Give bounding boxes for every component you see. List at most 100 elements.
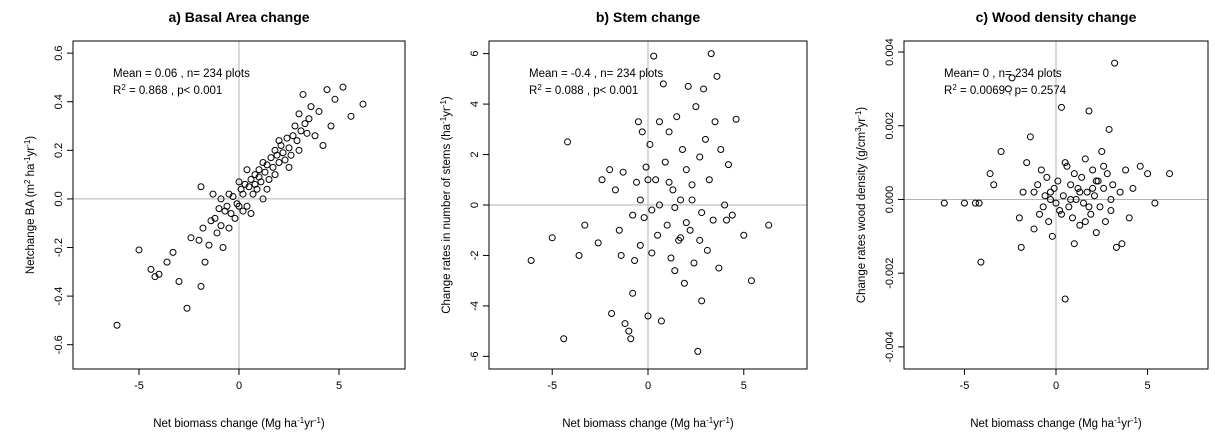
- stats-annotation-mean: Mean = -0.4 , n= 234 plots: [529, 68, 664, 80]
- data-point: [677, 196, 685, 204]
- stats-annotation-r2: R2 = 0.088 , p< 0.001: [529, 83, 638, 98]
- data-point: [247, 175, 255, 183]
- data-point: [684, 82, 692, 90]
- data-point: [359, 100, 367, 108]
- data-point: [671, 204, 679, 212]
- y-axis-label: Netchange BA (m2 ha-1yr-1): [23, 136, 38, 274]
- data-point: [548, 234, 556, 242]
- data-point: [303, 129, 311, 137]
- data-point: [217, 222, 225, 230]
- data-point: [1054, 177, 1062, 185]
- data-point: [113, 321, 121, 329]
- data-point: [295, 146, 303, 154]
- y-tick-label: -0.4: [53, 287, 65, 306]
- data-point: [997, 148, 1005, 156]
- data-point: [575, 251, 583, 259]
- data-point: [1067, 181, 1075, 189]
- data-point: [299, 90, 307, 98]
- data-point: [263, 161, 271, 169]
- data-point: [1107, 195, 1115, 203]
- data-point: [682, 166, 690, 174]
- data-point: [197, 183, 205, 191]
- y-tick-label: -0.6: [53, 335, 65, 354]
- data-point: [223, 202, 231, 210]
- data-point: [688, 181, 696, 189]
- data-point: [1089, 166, 1097, 174]
- data-point: [275, 158, 283, 166]
- stats-annotation-mean: Mean= 0 , n= 234 plots: [944, 68, 1062, 80]
- panel-c-wood-density: c) Wood density change -5 0 5 -0.004 -0.002 0.…: [854, 9, 1209, 430]
- panel-b-stem-change: b) Stem change -5 0 5 -6 -4 -2 0 2 4 6 Net biomass …: [439, 9, 808, 430]
- data-point: [1070, 170, 1078, 178]
- data-point: [301, 120, 309, 128]
- data-point: [1094, 177, 1102, 185]
- data-point: [1023, 159, 1031, 167]
- data-point: [1047, 195, 1055, 203]
- data-point: [1105, 125, 1113, 133]
- data-point: [646, 140, 654, 148]
- data-point: [235, 202, 243, 210]
- data-point: [715, 264, 723, 272]
- x-tick-label: -5: [134, 380, 144, 392]
- data-point: [227, 210, 235, 218]
- data-point: [259, 195, 267, 203]
- data-point: [608, 309, 616, 317]
- data-point: [680, 279, 688, 287]
- data-point: [293, 137, 301, 145]
- data-point: [315, 107, 323, 115]
- data-point: [219, 244, 227, 252]
- data-point: [692, 103, 700, 111]
- data-point: [1047, 188, 1055, 196]
- data-point: [1041, 192, 1049, 200]
- data-point: [1015, 214, 1023, 222]
- data-point: [323, 86, 331, 94]
- y-tick-label: -4: [469, 301, 481, 311]
- data-point: [1111, 59, 1119, 67]
- data-point: [598, 176, 606, 184]
- data-point: [135, 246, 143, 254]
- data-point: [311, 132, 319, 140]
- data-point: [990, 181, 998, 189]
- data-point: [986, 170, 994, 178]
- data-point: [701, 135, 709, 143]
- y-tick-label: 0.0: [53, 191, 65, 206]
- data-point: [347, 112, 355, 120]
- data-point: [650, 52, 658, 60]
- data-point: [633, 178, 641, 186]
- data-point: [1076, 221, 1084, 229]
- x-axis-label: Net biomass change (Mg ha-1yr-1): [153, 416, 325, 431]
- data-point: [1096, 203, 1104, 211]
- y-tick-label: -6: [469, 351, 481, 361]
- data-point: [1036, 210, 1044, 218]
- data-point: [1109, 181, 1117, 189]
- data-point: [636, 241, 644, 249]
- data-point: [696, 153, 704, 161]
- data-point: [606, 166, 614, 174]
- data-point: [257, 178, 265, 186]
- data-point: [629, 211, 637, 219]
- y-tick-label: 0.000: [884, 186, 896, 214]
- x-tick-label: 0: [645, 380, 651, 392]
- data-point: [638, 128, 646, 136]
- data-point: [231, 214, 239, 222]
- data-point: [621, 320, 629, 328]
- data-point: [1118, 240, 1126, 248]
- data-point: [1100, 184, 1108, 192]
- y-tick-label: 2: [469, 151, 481, 157]
- data-point: [698, 209, 706, 217]
- x-axis-label: Net biomass change (Mg ha-1yr-1): [562, 416, 734, 431]
- data-point: [686, 226, 694, 234]
- x-axis-label: Net biomass change (Mg ha-1yr-1): [970, 416, 1142, 431]
- data-point: [703, 246, 711, 254]
- data-point: [217, 195, 225, 203]
- data-point: [659, 80, 667, 88]
- data-point: [634, 118, 642, 126]
- data-point: [1034, 181, 1042, 189]
- data-point: [279, 149, 287, 157]
- data-point: [267, 154, 275, 162]
- data-point: [711, 118, 719, 126]
- data-point: [940, 199, 948, 207]
- data-point: [732, 115, 740, 123]
- data-point: [705, 176, 713, 184]
- x-tick-label: -5: [547, 380, 557, 392]
